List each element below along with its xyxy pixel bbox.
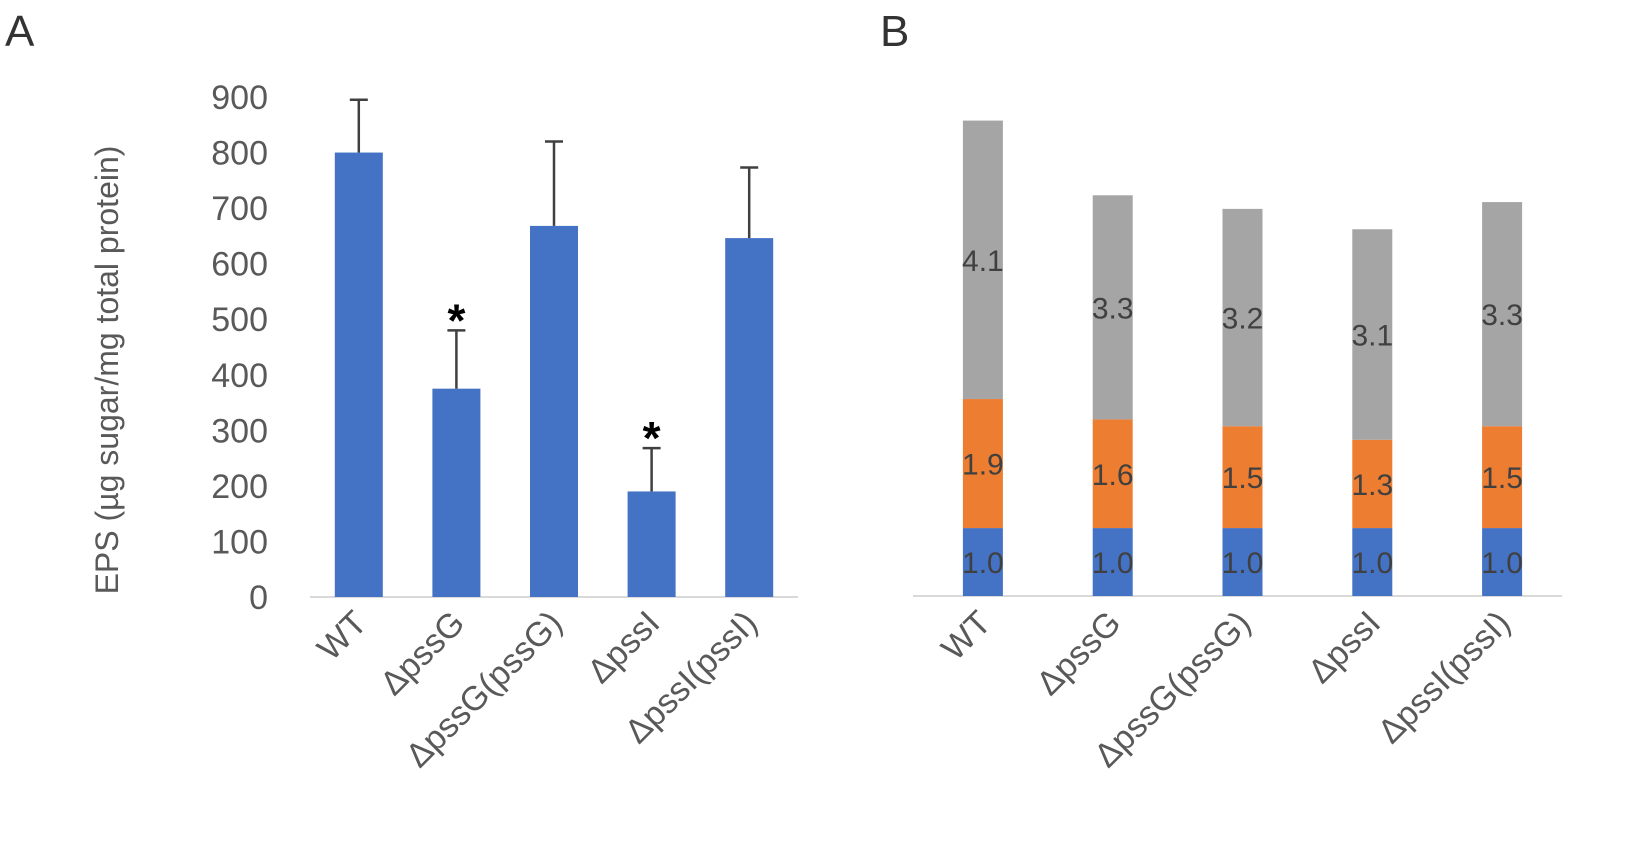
stacked-segment — [962, 120, 1003, 400]
bar — [530, 225, 578, 597]
x-tick-label: ΔpssI(pssI) — [1371, 604, 1518, 751]
stacked-segment — [1222, 426, 1263, 529]
stacked-segment — [962, 399, 1003, 529]
data-label: 1.0 — [1351, 547, 1393, 580]
stacked-segment — [1482, 426, 1523, 529]
stacked-segment — [1482, 202, 1523, 427]
data-label: 1.0 — [1222, 547, 1264, 580]
bar — [725, 238, 774, 597]
data-label: 4.1 — [962, 245, 1004, 278]
stacked-segment — [962, 528, 1003, 596]
panel-label-a: A — [5, 7, 35, 56]
y-tick-label: 900 — [211, 79, 268, 117]
data-label: 1.0 — [1092, 547, 1134, 580]
stacked-segment — [1352, 229, 1393, 440]
y-tick-label: 500 — [211, 301, 268, 339]
y-tick-label: 400 — [211, 357, 268, 395]
panel-label-b: B — [880, 7, 909, 56]
stacked-segment — [1222, 528, 1263, 596]
x-tick-label: ΔpssG — [1029, 604, 1128, 703]
bar — [432, 388, 481, 597]
chart-a: EPS (µg sugar/mg total protein) 0 100 200 3… — [89, 79, 798, 775]
y-tick-label: 700 — [211, 190, 268, 228]
bar — [334, 152, 383, 598]
stacked-segment — [1092, 528, 1133, 596]
y-tick-label: 200 — [211, 468, 268, 506]
data-label: 3.3 — [1092, 292, 1134, 325]
data-label: 1.5 — [1222, 462, 1264, 495]
stacked-segment — [1092, 419, 1133, 529]
x-tick-label: ΔpssI — [1301, 604, 1388, 691]
stacked-segment — [1482, 528, 1523, 596]
chart-b: 1.01.94.1WT1.01.63.3ΔpssG1.01.53.2ΔpssG(… — [913, 120, 1562, 775]
y-tick-label: 300 — [211, 412, 268, 450]
x-tick-label: WT — [310, 604, 374, 668]
significance-marker: * — [447, 294, 465, 346]
stacked-segment — [1352, 528, 1393, 596]
y-tick-label: 600 — [211, 246, 268, 284]
significance-marker: * — [643, 412, 661, 464]
y-tick-label: 100 — [211, 523, 268, 561]
data-label: 1.0 — [962, 547, 1004, 580]
data-label: 1.6 — [1092, 459, 1134, 492]
bar — [627, 491, 676, 597]
x-tick-label: WT — [934, 604, 998, 668]
y-tick-label: 0 — [249, 579, 268, 617]
x-tick-label: ΔpssG — [373, 604, 472, 703]
data-label: 1.3 — [1351, 469, 1393, 502]
data-label: 1.9 — [962, 449, 1004, 482]
data-label: 3.1 — [1351, 320, 1393, 353]
x-tick-label: ΔpssI — [580, 604, 667, 691]
y-tick-label: 800 — [211, 135, 268, 173]
data-label: 3.2 — [1222, 303, 1264, 336]
stacked-segment — [1222, 208, 1263, 427]
data-label: 1.5 — [1481, 462, 1523, 495]
data-label: 3.3 — [1481, 299, 1523, 332]
stacked-segment — [1352, 439, 1393, 529]
data-label: 1.0 — [1481, 547, 1523, 580]
stacked-segment — [1092, 195, 1133, 420]
y-axis-label: EPS (µg sugar/mg total protein) — [89, 146, 125, 595]
